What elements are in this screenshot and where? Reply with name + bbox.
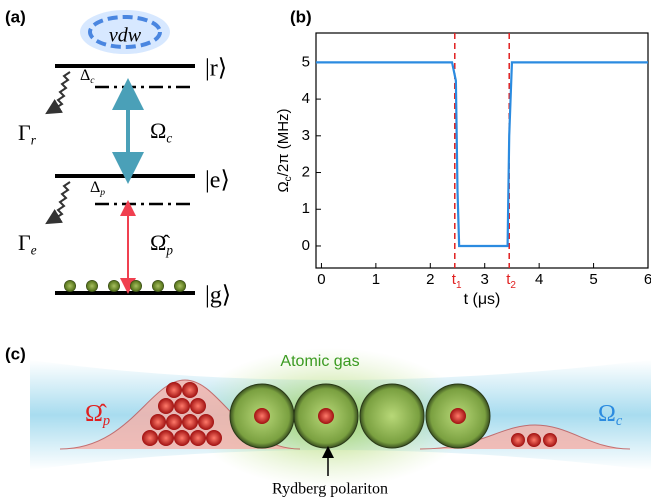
polariton-label: Rydberg polariton [272, 481, 388, 498]
symbol: Δ [80, 67, 90, 84]
y-tick-label: 2 [302, 164, 310, 181]
subscript: c [616, 413, 623, 429]
symbol-label: Δp [90, 179, 105, 198]
x-tick-label: 3 [481, 271, 489, 288]
symbol: Γ [18, 120, 31, 145]
polariton-scene [30, 348, 651, 488]
symbol-label: Ω̂p [85, 401, 110, 430]
marker-subscript: 2 [510, 280, 516, 291]
y-tick-label: 3 [302, 127, 310, 144]
subscript: p [99, 187, 105, 198]
gas-label: Atomic gas [280, 353, 359, 370]
symbol: Ω̂ [85, 401, 107, 427]
symbol-label: Δc [80, 67, 95, 86]
symbol-label: Ω̂p [150, 230, 173, 258]
y-axis-label: Ωc/2π (MHz) [275, 108, 294, 192]
state-label: |r⟩ [205, 56, 227, 82]
subscript: c [90, 75, 95, 86]
subscript: r [31, 133, 37, 148]
x-tick-label: 1 [372, 271, 380, 288]
state-label: |e⟩ [205, 168, 230, 194]
marker-label: t2 [506, 271, 516, 291]
state-label: |g⟩ [205, 283, 231, 309]
marker-symbol: t [452, 271, 457, 288]
marker-symbol: t [506, 271, 511, 288]
symbol-label: Ωc [598, 401, 623, 430]
x-tick-label: 0 [317, 271, 325, 288]
symbol: Ω̂ [150, 230, 170, 255]
x-axis-label: t (μs) [464, 291, 501, 308]
panel-label: (c) [5, 344, 26, 363]
level-diagram [45, 10, 195, 295]
y-tick-label: 4 [302, 90, 310, 107]
vdw-label: vdw [109, 25, 142, 47]
x-tick-label: 4 [535, 271, 543, 288]
y-tick-label: 1 [302, 200, 310, 217]
y-label-subscript: c [283, 176, 294, 181]
plot-frame [315, 32, 649, 269]
panel-label: (a) [5, 7, 26, 26]
y-label-symbol: Ω [275, 181, 292, 192]
subscript: p [102, 413, 110, 429]
symbol: Ω [598, 401, 616, 427]
y-tick-label: 5 [302, 53, 310, 70]
marker-label: t1 [452, 271, 462, 291]
subscript: c [166, 131, 172, 146]
x-tick-label: 2 [426, 271, 434, 288]
panel-label: (b) [290, 7, 312, 26]
subscript: p [165, 243, 173, 258]
data-line [316, 61, 648, 248]
symbol-label: Ωc [150, 118, 172, 146]
x-tick-label: 6 [644, 271, 651, 288]
symbol: Ω [150, 118, 166, 143]
symbol-label: Γr [18, 120, 37, 148]
symbol: Δ [90, 179, 100, 196]
y-tick-label: 0 [302, 237, 310, 254]
y-label-rest: /2π (MHz) [275, 108, 292, 176]
symbol: Γ [18, 230, 31, 255]
subscript: e [31, 243, 37, 258]
symbol-label: Γe [18, 230, 37, 258]
marker-subscript: 1 [456, 280, 462, 291]
x-tick-label: 5 [589, 271, 597, 288]
